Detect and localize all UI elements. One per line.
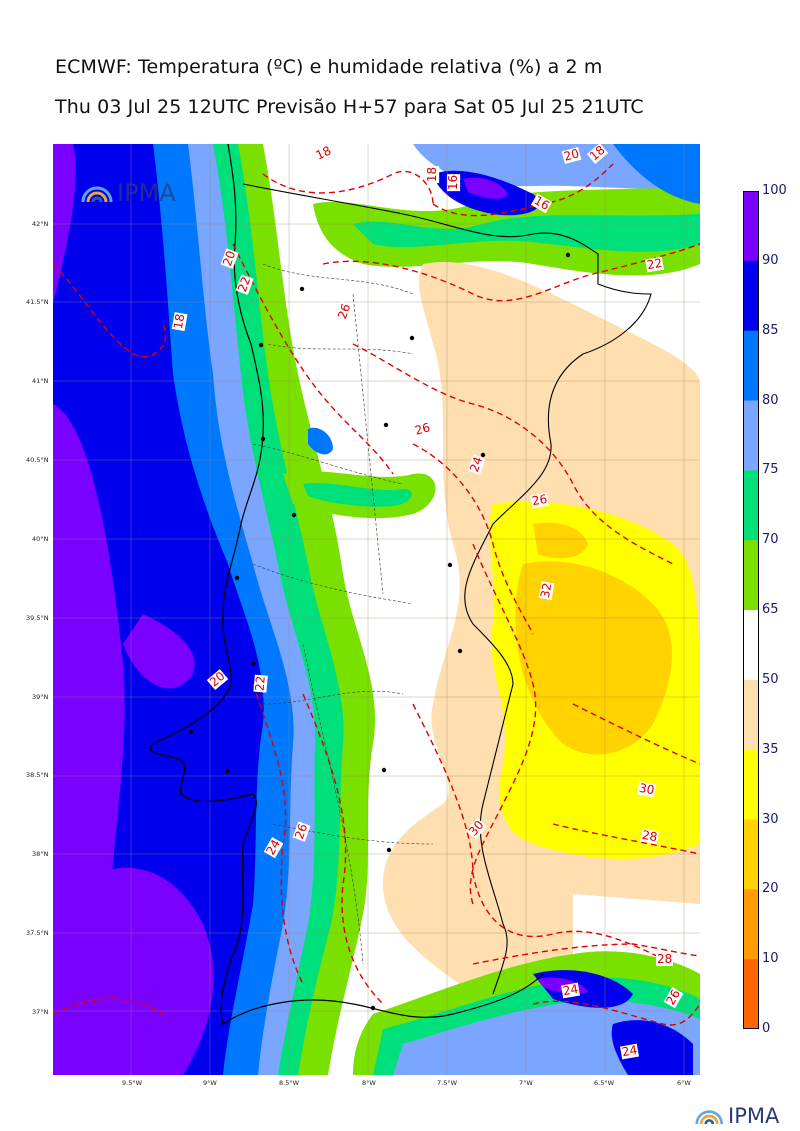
lon-tick-label: 6°W: [677, 1079, 691, 1087]
colorbar-segment: [743, 610, 759, 681]
colorbar-level-label: 10: [762, 951, 779, 967]
city-dot: [188, 729, 194, 735]
colorbar-segment: [743, 470, 759, 541]
city-dot: [480, 452, 486, 458]
lat-tick-label: 37.5°N: [26, 929, 49, 937]
city-dot: [250, 661, 256, 667]
colorbar-segment: [743, 191, 759, 262]
rh-field-20-30: [515, 561, 672, 755]
lat-tick-label: 38.5°N: [26, 771, 49, 779]
colorbar-segment: [743, 260, 759, 332]
colorbar-segment: [743, 679, 759, 751]
colorbar-level-label: 35: [762, 741, 779, 757]
lon-tick-label: 7.5°W: [437, 1079, 458, 1087]
lat-tick-label: 40°N: [32, 535, 49, 543]
lon-tick-label: 7°W: [519, 1079, 533, 1087]
colorbar-level-label: 90: [762, 252, 779, 268]
lat-tick-label: 38°N: [32, 850, 49, 858]
colorbar-border: [743, 191, 759, 1029]
colorbar-level-label: 20: [762, 881, 779, 897]
colorbar-level-label: 50: [762, 671, 779, 687]
humidity-colorbar: [743, 191, 759, 1029]
city-markers: [188, 252, 571, 1011]
colorbar-segment: [743, 400, 759, 471]
colorbar-level-label: 65: [762, 602, 779, 617]
lat-tick-label: 40.5°N: [26, 456, 49, 464]
national-border: [242, 183, 652, 995]
colorbar-level-label: 30: [762, 811, 779, 827]
colorbar-segment: [743, 540, 759, 611]
colorbar-segment: [743, 819, 759, 890]
ipma-watermark-text: IPMA: [117, 179, 176, 207]
lat-tick-label: 39.5°N: [26, 614, 49, 622]
colorbar-segment: [743, 959, 759, 1029]
contour-label: 28: [656, 952, 674, 966]
colorbar-segment: [743, 749, 759, 820]
colorbar-segment: [743, 330, 759, 401]
lon-tick-label: 8.5°W: [279, 1079, 300, 1087]
city-dot: [447, 562, 453, 568]
ipma-logo-icon: [695, 1110, 723, 1125]
city-dot: [291, 512, 297, 518]
colorbar-level-label: 80: [762, 392, 779, 408]
colorbar-segment: [743, 889, 759, 960]
city-dot: [260, 436, 266, 442]
colorbar-level-label: 85: [762, 322, 779, 338]
lat-tick-label: 42°N: [32, 220, 49, 228]
ipma-footer-logo: IPMA: [695, 1104, 779, 1128]
forecast-map: IPMA 18 18 16 16 20 18 22 20 22 18 26 26…: [53, 143, 700, 1075]
colorbar-level-label: 100: [762, 183, 787, 198]
lon-tick-label: 8°W: [362, 1079, 376, 1087]
lat-tick-label: 41°N: [32, 377, 49, 385]
lon-tick-label: 9°W: [203, 1079, 217, 1087]
ipma-watermark-logo: IPMA: [81, 179, 176, 207]
city-dot: [457, 648, 463, 654]
forecast-map-canvas: [53, 144, 700, 1075]
lon-tick-label: 9.5°W: [122, 1079, 143, 1087]
colorbar-level-label: 70: [762, 532, 779, 548]
ipma-footer-text: IPMA: [728, 1104, 780, 1128]
city-dot: [224, 768, 230, 774]
map-subtitle: Thu 03 Jul 25 12UTC Previsão H+57 para S…: [55, 96, 644, 118]
city-dot: [565, 252, 571, 258]
city-dot: [386, 847, 392, 853]
lat-tick-label: 37°N: [32, 1008, 49, 1016]
city-dot: [370, 1005, 376, 1011]
city-dot: [381, 767, 387, 773]
lat-tick-label: 39°N: [32, 693, 49, 701]
coastline: [149, 144, 544, 1025]
map-title: ECMWF: Temperatura (ºC) e humidade relat…: [55, 56, 603, 78]
colorbar-level-label: 0: [762, 1021, 771, 1036]
lon-tick-label: 6.5°W: [594, 1079, 615, 1087]
city-dot: [258, 342, 264, 348]
city-dot: [409, 335, 415, 341]
city-dot: [299, 286, 305, 292]
ipma-logo-icon: [81, 186, 113, 203]
city-dot: [383, 422, 389, 428]
lat-tick-label: 41.5°N: [26, 298, 49, 306]
colorbar-level-label: 75: [762, 462, 779, 478]
city-dot: [234, 575, 240, 581]
